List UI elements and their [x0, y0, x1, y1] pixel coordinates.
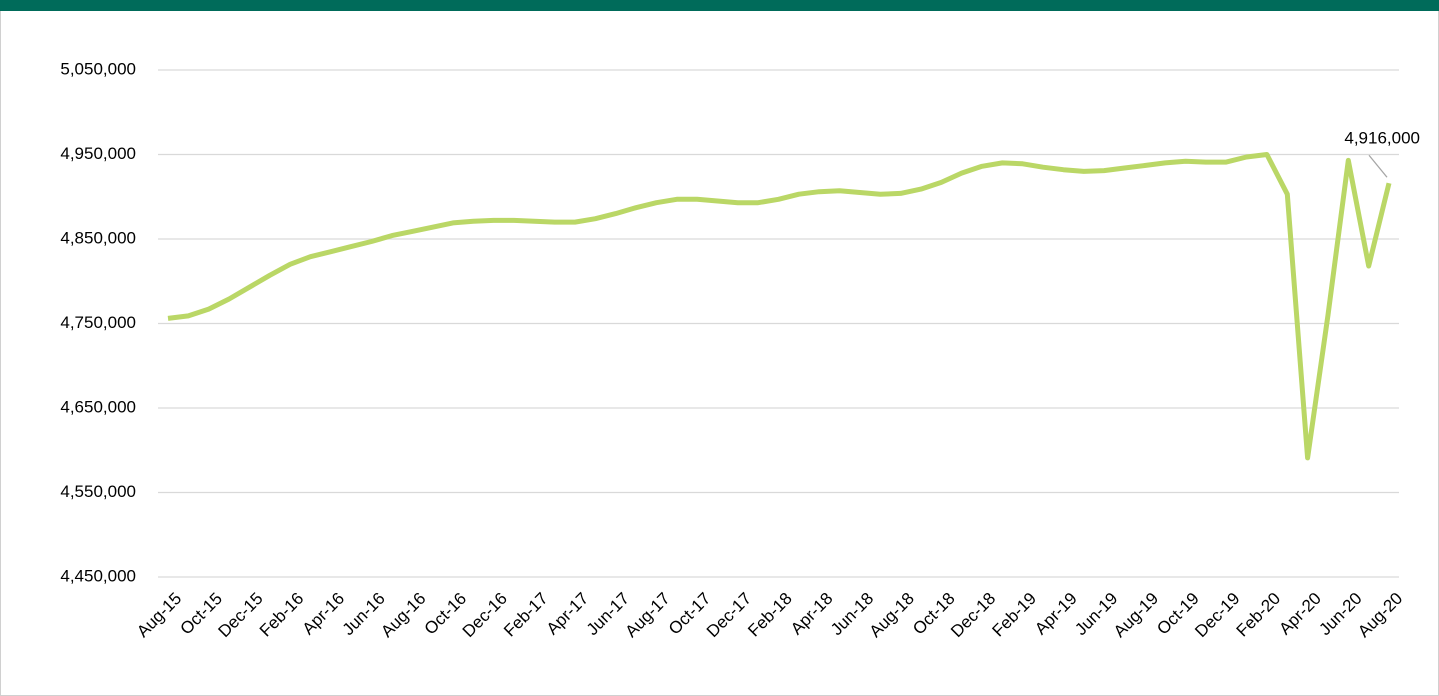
line-series	[167, 152, 1392, 461]
y-tick-label: 4,450,000	[60, 566, 136, 585]
y-tick-label: 5,050,000	[60, 59, 136, 78]
header-bar	[0, 0, 1439, 11]
y-tick-label: 4,650,000	[60, 397, 136, 416]
y-tick-label: 4,750,000	[60, 313, 136, 332]
y-tick-label: 4,550,000	[60, 482, 136, 501]
leader-line	[1368, 154, 1388, 178]
data-label: 4,916,000	[1344, 129, 1420, 148]
y-tick-label: 4,950,000	[60, 144, 136, 163]
y-tick-label: 4,850,000	[60, 228, 136, 247]
